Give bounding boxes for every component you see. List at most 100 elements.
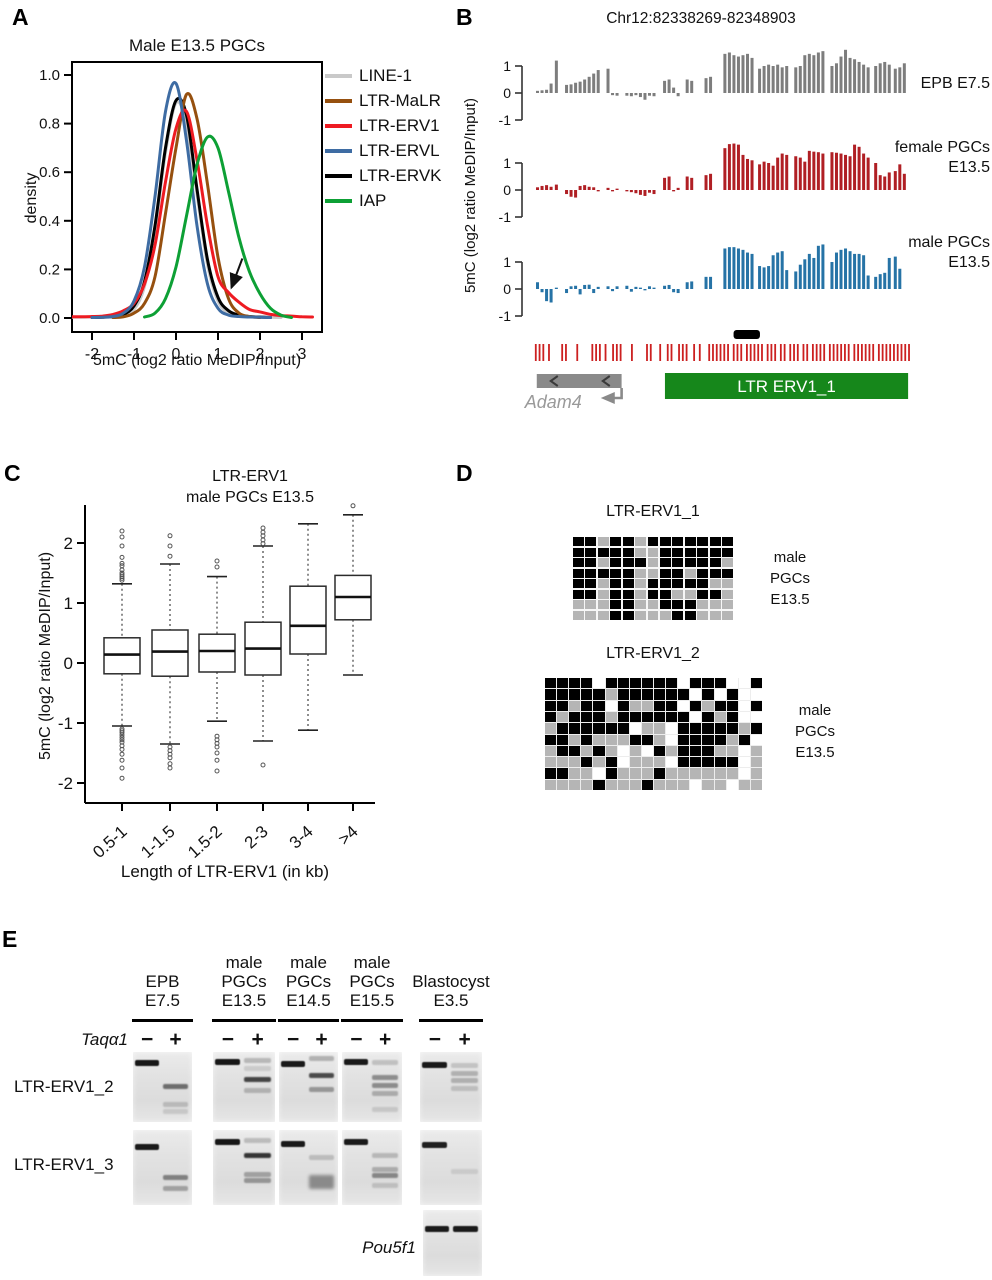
grid-side-label-line: male <box>798 702 832 719</box>
unmethylated-cell <box>569 779 581 790</box>
methylated-cell <box>750 700 762 711</box>
header-underline <box>278 1019 339 1022</box>
methylated-cell <box>617 678 629 689</box>
grid-side-label-line: PGCs <box>769 570 810 587</box>
x-tick-label: 3-4 <box>286 822 317 853</box>
svg-text:1.0: 1.0 <box>39 67 60 84</box>
gel-band <box>244 1057 272 1063</box>
enzyme-label: Taqα1 <box>81 1030 128 1049</box>
unmethylated-cell <box>605 745 617 757</box>
methylated-cell <box>714 757 726 768</box>
methylated-cell <box>684 610 696 620</box>
absent-cell <box>593 678 605 689</box>
track-label: E13.5 <box>948 159 990 176</box>
gel-band <box>308 1073 335 1078</box>
methylated-cell <box>581 689 593 700</box>
methylated-cell <box>697 589 709 599</box>
methylated-cell <box>659 589 671 599</box>
methylated-cell <box>605 678 617 689</box>
methylated-cell <box>610 600 622 610</box>
legend-item-LTR-ERVK: LTR-ERVK <box>325 163 442 188</box>
methylated-cell <box>702 723 714 734</box>
unmethylated-cell <box>722 589 733 599</box>
legend-item-LINE-1: LINE-1 <box>325 63 442 88</box>
unmethylated-cell <box>635 610 647 620</box>
absent-cell <box>641 745 653 757</box>
methylated-cell <box>672 600 684 610</box>
gel-column-header-line: EPB <box>145 972 180 991</box>
methylated-cell <box>629 734 641 745</box>
gene-box-adam4 <box>536 374 622 388</box>
svg-text:0.2: 0.2 <box>39 261 60 278</box>
gel-LTR-ERV1_3-col0 <box>133 1130 192 1205</box>
methylated-cell <box>697 547 709 557</box>
legend-label: IAP <box>359 190 387 210</box>
gel-band <box>451 1085 479 1091</box>
unmethylated-cell <box>750 757 762 768</box>
gel-column-header: male PGCs E14.5 <box>254 948 364 1010</box>
box-1-1.5 <box>151 533 189 771</box>
unmethylated-cell <box>750 779 762 790</box>
track-1-bars: 1 0 -1 <box>499 143 906 225</box>
methylated-cell <box>653 768 666 779</box>
methylated-cell <box>690 700 702 711</box>
gel-band <box>451 1169 479 1174</box>
unmethylated-cell <box>569 757 581 768</box>
absent-cell <box>738 689 750 700</box>
methylated-cell <box>709 547 721 557</box>
unmethylated-cell <box>738 723 750 734</box>
methylated-cell <box>647 579 659 589</box>
gel-LTR-ERV1_3-col3 <box>342 1130 402 1205</box>
methylated-cell <box>597 547 609 557</box>
methylated-cell <box>709 568 721 578</box>
gel-column-header: EPB E7.5 <box>108 948 218 1010</box>
unmethylated-cell <box>702 779 714 790</box>
absent-cell <box>690 779 702 790</box>
methylated-cell <box>678 745 690 757</box>
methylated-cell <box>666 700 678 711</box>
svg-text:0: 0 <box>503 281 511 297</box>
track-label: male PGCs <box>908 234 990 251</box>
methylated-cell <box>653 700 666 711</box>
absent-cell <box>738 678 750 689</box>
svg-text:-1: -1 <box>499 112 512 128</box>
unmethylated-cell <box>653 779 666 790</box>
legend-swatch <box>325 198 352 203</box>
density-chart-title: Male E13.5 PGCs <box>128 36 266 55</box>
legend-item-LTR-MaLR: LTR-MaLR <box>325 88 442 113</box>
methylated-cell <box>726 757 738 768</box>
unmethylated-cell <box>635 568 647 578</box>
methylated-cell <box>569 678 581 689</box>
methylated-cell <box>569 711 581 723</box>
panel-a-label: A <box>12 4 29 30</box>
methylated-cell <box>545 711 557 723</box>
methylated-cell <box>617 700 629 711</box>
ltr-erv1-1-box <box>664 373 909 399</box>
grid2-side-label: male PGCs E13.5 <box>765 700 865 763</box>
gel-band <box>162 1109 189 1115</box>
unmethylated-cell <box>617 768 629 779</box>
gel-band <box>215 1139 241 1145</box>
svg-text:1: 1 <box>503 254 511 270</box>
gel-column-header: male PGCs E13.5 <box>189 948 299 1010</box>
svg-text:-1: -1 <box>58 714 73 733</box>
unmethylated-cell <box>726 745 738 757</box>
methylated-cell <box>684 558 696 568</box>
methylated-cell <box>678 734 690 745</box>
methylated-cell <box>690 757 702 768</box>
header-underline <box>212 1019 276 1022</box>
grid1-side-label: male PGCs E13.5 <box>740 547 840 610</box>
header-underline <box>132 1019 193 1022</box>
methylated-cell <box>714 700 726 711</box>
methylated-cell <box>585 558 597 568</box>
unmethylated-cell <box>629 768 641 779</box>
svg-text:3: 3 <box>298 346 307 363</box>
methylated-cell <box>545 734 557 745</box>
absent-cell <box>738 768 750 779</box>
box-1.5-2 <box>198 558 236 774</box>
svg-text:0: 0 <box>64 654 73 673</box>
gel-LTR-ERV1_3-col4 <box>420 1130 482 1205</box>
methylated-cell <box>593 700 605 711</box>
track-2-bars: 1 0 -1 <box>499 244 902 324</box>
methylated-cell <box>653 711 666 723</box>
